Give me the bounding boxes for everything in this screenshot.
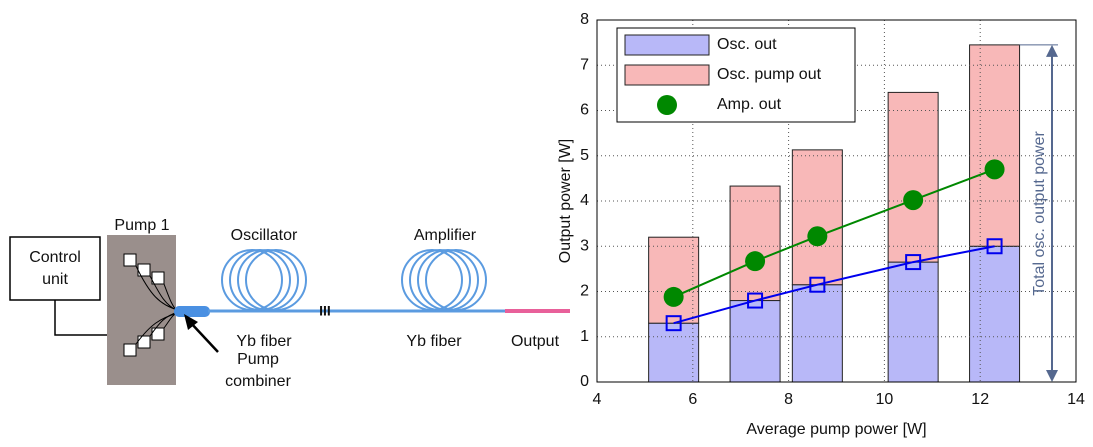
bar [730,301,780,382]
arrow-head [1046,370,1058,382]
annotation: Total osc. output power [1031,131,1048,296]
label: Pump [237,351,279,368]
x-tick-label: 8 [784,391,793,408]
x-axis-label: Average pump power [W] [746,421,926,438]
label: Pump 1 [114,217,169,234]
legend-swatch [625,35,709,55]
y-tick-label: 6 [580,102,589,119]
label: Amplifier [414,227,477,244]
pump-box [107,235,176,385]
amp-coil [402,250,486,310]
arrow [190,322,218,352]
label: Output [511,333,560,350]
y-axis-label: Output power [W] [557,139,574,264]
y-tick-label: 3 [580,237,589,254]
wire [55,300,108,335]
setup-diagram: Control unit Pump 1 III Oscillator Ampli… [10,217,570,390]
y-tick-label: 7 [580,56,589,73]
bar [649,323,699,382]
figure: Control unit Pump 1 III Oscillator Ampli… [0,0,1093,442]
bar [970,45,1020,246]
marker [807,226,827,246]
x-tick-label: 14 [1067,391,1085,408]
marker [664,287,684,307]
bar [649,237,699,323]
bar [730,186,780,300]
label: Yb fiber [406,333,462,350]
legend-label: Osc. pump out [717,66,822,83]
arrow-head [1046,45,1058,57]
label: Yb fiber [236,333,292,350]
y-tick-label: 8 [580,11,589,28]
x-tick-label: 6 [688,391,697,408]
y-tick-label: 1 [580,328,589,345]
y-tick-label: 5 [580,147,589,164]
legend-swatch [625,65,709,85]
combiner [174,306,210,317]
y-tick-label: 0 [580,373,589,390]
y-tick-label: 2 [580,283,589,300]
splice: III [319,303,331,319]
osc-coil [222,250,306,310]
legend-swatch [657,95,677,115]
x-tick-label: 12 [971,391,989,408]
label: Oscillator [231,227,298,244]
bar [792,285,842,382]
label: Control [29,249,81,266]
marker [903,190,923,210]
legend-label: Amp. out [717,96,782,113]
label: combiner [225,373,291,390]
x-tick-label: 10 [876,391,894,408]
legend-label: Osc. out [717,36,777,53]
bar [888,92,938,262]
bar [888,262,938,382]
bar [792,150,842,285]
marker [745,251,765,271]
marker [985,159,1005,179]
y-tick-label: 4 [580,192,589,209]
bar [970,246,1020,382]
label: unit [42,271,68,288]
control-box [10,237,100,300]
x-tick-label: 4 [593,391,602,408]
